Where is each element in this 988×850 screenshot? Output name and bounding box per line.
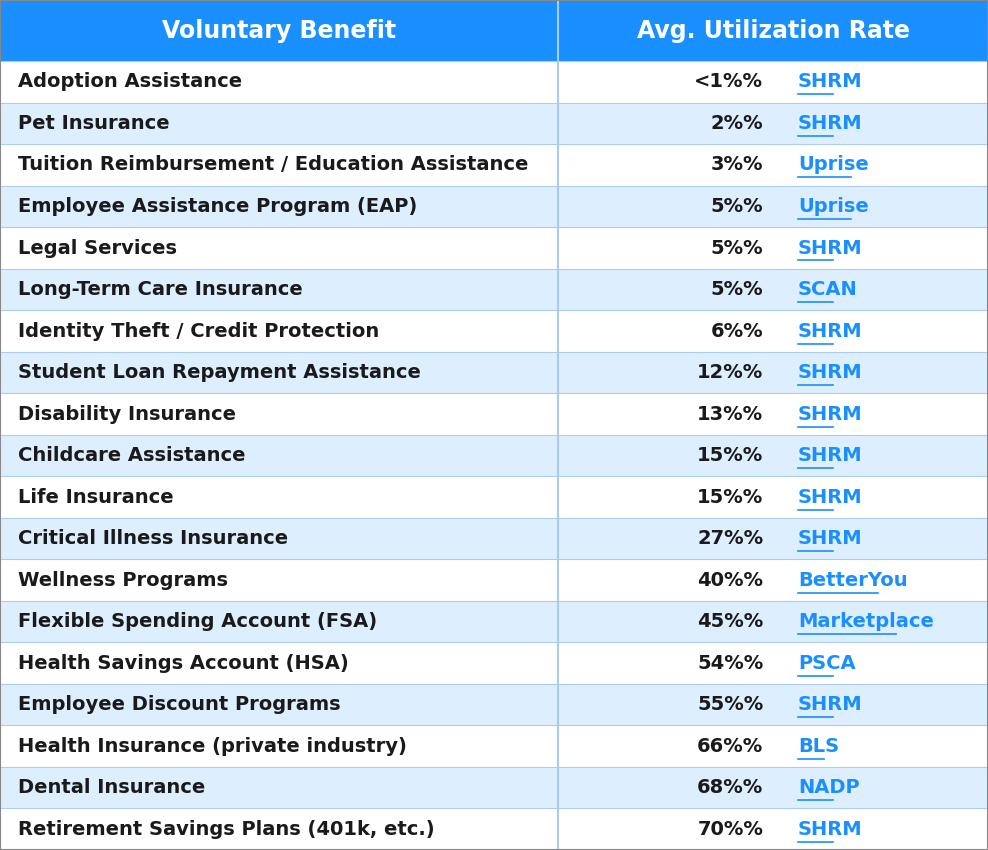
Text: Childcare Assistance: Childcare Assistance [18,446,245,465]
Text: 70%%: 70%% [698,819,763,839]
Bar [0,103,988,144]
Text: SHRM: SHRM [797,695,863,714]
Text: Dental Insurance: Dental Insurance [18,779,206,797]
Text: 27%%: 27%% [698,530,763,548]
Text: SCAN: SCAN [797,280,858,299]
Text: 13%%: 13%% [698,405,763,423]
Text: SHRM: SHRM [797,72,863,92]
Bar [0,435,988,476]
Text: 15%%: 15%% [697,488,763,507]
Bar [0,310,988,352]
Bar [0,144,988,186]
Text: 5%%: 5%% [710,280,763,299]
Bar [0,684,988,725]
Text: SHRM: SHRM [797,488,863,507]
Text: Flexible Spending Account (FSA): Flexible Spending Account (FSA) [18,612,376,632]
Text: 45%%: 45%% [697,612,763,632]
Bar [0,808,988,850]
Text: SHRM: SHRM [797,530,863,548]
Bar [0,601,988,643]
Text: Long-Term Care Insurance: Long-Term Care Insurance [18,280,302,299]
Text: 66%%: 66%% [697,737,763,756]
Text: BLS: BLS [797,737,839,756]
Text: SHRM: SHRM [797,321,863,341]
Bar [0,269,988,310]
Text: SHRM: SHRM [797,114,863,133]
Text: Tuition Reimbursement / Education Assistance: Tuition Reimbursement / Education Assist… [18,156,529,174]
Text: Identity Theft / Credit Protection: Identity Theft / Credit Protection [18,321,379,341]
Text: 55%%: 55%% [697,695,763,714]
Bar [0,643,988,684]
Text: Health Savings Account (HSA): Health Savings Account (HSA) [18,654,349,672]
Text: Legal Services: Legal Services [18,239,177,258]
Text: Pet Insurance: Pet Insurance [18,114,169,133]
Text: Health Insurance (private industry): Health Insurance (private industry) [18,737,407,756]
Text: Avg. Utilization Rate: Avg. Utilization Rate [636,19,910,42]
Bar [0,394,988,435]
Bar [0,352,988,394]
Text: BetterYou: BetterYou [797,570,907,590]
Text: Student Loan Repayment Assistance: Student Loan Repayment Assistance [18,363,421,382]
Text: SHRM: SHRM [797,405,863,423]
Bar [0,186,988,227]
Text: NADP: NADP [797,779,860,797]
Text: 2%%: 2%% [710,114,763,133]
Text: 54%%: 54%% [697,654,763,672]
Bar [0,767,988,808]
Text: Critical Illness Insurance: Critical Illness Insurance [18,530,288,548]
Text: SHRM: SHRM [797,819,863,839]
Text: Wellness Programs: Wellness Programs [18,570,228,590]
Text: 40%%: 40%% [698,570,763,590]
Bar [0,725,988,767]
Text: Life Insurance: Life Insurance [18,488,174,507]
Text: Employee Assistance Program (EAP): Employee Assistance Program (EAP) [18,197,417,216]
Bar [0,518,988,559]
Text: Disability Insurance: Disability Insurance [18,405,236,423]
Bar [0,559,988,601]
Text: Voluntary Benefit: Voluntary Benefit [162,19,396,42]
Text: SHRM: SHRM [797,363,863,382]
Text: 15%%: 15%% [697,446,763,465]
Text: Employee Discount Programs: Employee Discount Programs [18,695,341,714]
Bar [0,0,988,61]
Text: Uprise: Uprise [797,156,868,174]
Bar [0,61,988,103]
Bar [0,476,988,518]
Text: 5%%: 5%% [710,239,763,258]
Text: 3%%: 3%% [710,156,763,174]
Text: SHRM: SHRM [797,446,863,465]
Text: <1%%: <1%% [695,72,763,92]
Text: Retirement Savings Plans (401k, etc.): Retirement Savings Plans (401k, etc.) [18,819,435,839]
Text: Adoption Assistance: Adoption Assistance [18,72,242,92]
Text: SHRM: SHRM [797,239,863,258]
Text: Uprise: Uprise [797,197,868,216]
Bar [0,227,988,269]
Text: Marketplace: Marketplace [797,612,934,632]
Text: PSCA: PSCA [797,654,856,672]
Text: 6%%: 6%% [710,321,763,341]
Text: 5%%: 5%% [710,197,763,216]
Text: 68%%: 68%% [697,779,763,797]
Text: 12%%: 12%% [697,363,763,382]
